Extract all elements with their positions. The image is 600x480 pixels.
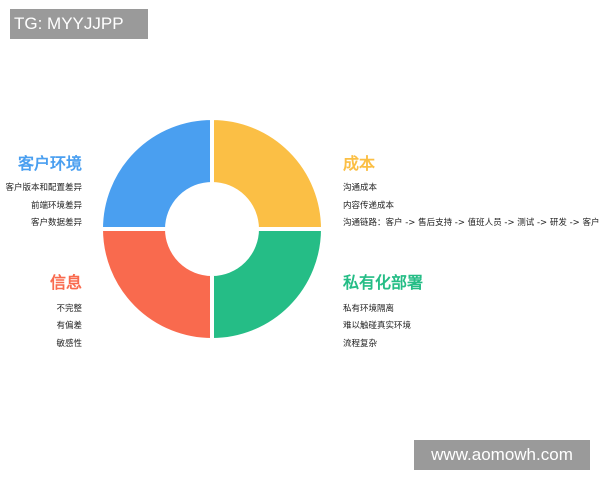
private-deploy-item: 流程复杂	[343, 339, 378, 349]
info-item: 敏感性	[56, 339, 82, 349]
info-title: 信息	[49, 273, 82, 292]
info-item: 有偏差	[56, 321, 82, 331]
segment-info	[98, 227, 214, 343]
customer-env-title: 客户环境	[17, 154, 82, 173]
cost-item: 沟通链路：客户 -> 售后支持 -> 值班人员 -> 测试 -> 研发 -> 客…	[343, 218, 600, 228]
watermark-top-left: TG: MYYJJPP	[10, 9, 148, 39]
customer-env-item: 客户版本和配置差异	[5, 183, 82, 193]
cost-item: 沟通成本	[343, 183, 378, 193]
private-deploy-title: 私有化部署	[343, 273, 424, 292]
info-item: 不完整	[56, 304, 82, 314]
private-deploy-item: 私有环境隔离	[343, 304, 395, 314]
private-deploy-item: 难以触碰真实环境	[343, 321, 412, 331]
segment-cost	[210, 115, 326, 231]
segment-customer-env	[98, 115, 214, 231]
cost-item: 内容传递成本	[343, 201, 395, 211]
customer-env-item: 客户数据差异	[30, 218, 82, 228]
customer-env-item: 前端环境差异	[30, 201, 82, 211]
cost-title: 成本	[343, 154, 376, 173]
segment-private-deploy	[210, 227, 326, 343]
watermark-bottom-right: www.aomowh.com	[414, 440, 590, 470]
